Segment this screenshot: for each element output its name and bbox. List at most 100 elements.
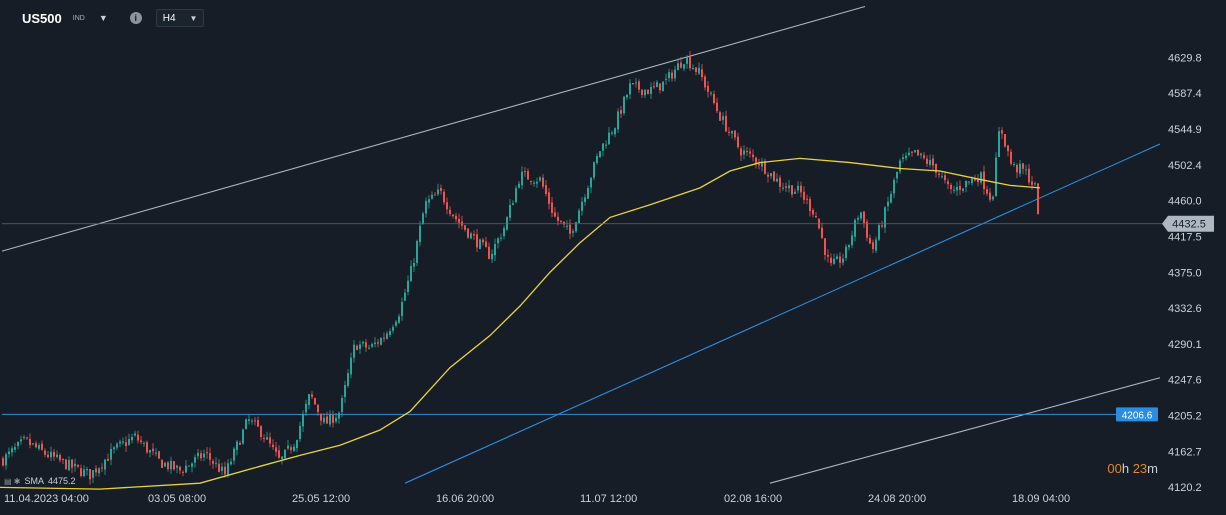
candle-body bbox=[803, 191, 805, 200]
candle-body bbox=[182, 471, 184, 473]
candle-body bbox=[953, 189, 955, 191]
current-price-badge bbox=[1162, 215, 1214, 232]
candle-body bbox=[23, 436, 25, 438]
candle-body bbox=[872, 242, 874, 250]
timeframe-select[interactable]: H4 ▼ bbox=[155, 9, 205, 27]
symbol-label[interactable]: US500 bbox=[22, 10, 62, 26]
candle-body bbox=[113, 447, 115, 450]
candle-body bbox=[617, 111, 619, 130]
candle-body bbox=[230, 461, 232, 465]
candle-body bbox=[575, 222, 577, 232]
candle-body bbox=[245, 419, 247, 429]
candle-body bbox=[680, 62, 682, 68]
candle-body bbox=[404, 292, 406, 301]
candle-body bbox=[827, 254, 829, 257]
candle-body bbox=[704, 76, 706, 88]
candle-body bbox=[635, 82, 637, 84]
candle-body bbox=[1004, 134, 1006, 147]
y-axis: 4629.8 4587.4 4544.9 4502.4 4460.0 4417.5 4375… bbox=[1168, 52, 1202, 494]
candle-body bbox=[392, 326, 394, 331]
candle-body bbox=[203, 453, 205, 458]
candle-body bbox=[587, 187, 589, 199]
candle-body bbox=[158, 451, 160, 459]
candle-body bbox=[725, 115, 727, 132]
upper-channel-line bbox=[1, 5, 866, 252]
candle-body bbox=[71, 459, 73, 468]
candle-body bbox=[425, 201, 427, 214]
candle-body bbox=[272, 444, 274, 448]
candle-body bbox=[722, 116, 724, 120]
candle-body bbox=[497, 238, 499, 244]
candle-body bbox=[191, 463, 193, 467]
candle-body bbox=[752, 154, 754, 158]
candle-body bbox=[938, 173, 940, 175]
candle-body bbox=[20, 439, 22, 442]
candle-body bbox=[467, 228, 469, 238]
candle-body bbox=[200, 453, 202, 459]
symbol-dropdown-icon[interactable]: ▼ bbox=[98, 13, 108, 23]
candle-body bbox=[734, 130, 736, 138]
candle-body bbox=[500, 237, 502, 239]
y-tick-label: 4587.4 bbox=[1168, 88, 1202, 100]
candle-body bbox=[29, 438, 31, 446]
candle-body bbox=[212, 461, 214, 464]
candle-body bbox=[179, 466, 181, 471]
candle-body bbox=[299, 425, 301, 440]
candle-body bbox=[731, 131, 733, 134]
info-icon[interactable]: i bbox=[129, 12, 142, 24]
candle-body bbox=[527, 171, 529, 180]
candle-body bbox=[296, 440, 298, 449]
candle-body bbox=[530, 180, 532, 183]
candle-body bbox=[848, 244, 850, 248]
candle-body bbox=[665, 78, 667, 80]
candle-body bbox=[698, 67, 700, 74]
candle-body bbox=[992, 196, 994, 200]
candle-body bbox=[326, 416, 328, 424]
candle-body bbox=[41, 443, 43, 450]
y-tick-label: 4544.9 bbox=[1168, 124, 1202, 136]
candle-body bbox=[170, 460, 172, 470]
candle-body bbox=[806, 198, 808, 200]
indicator-icon[interactable]: ▤ ✱ bbox=[4, 476, 21, 486]
candle-body bbox=[599, 151, 601, 157]
candle-body bbox=[878, 225, 880, 240]
candle-body bbox=[548, 192, 550, 204]
candle-body bbox=[464, 225, 466, 230]
candle-body bbox=[473, 234, 475, 236]
candle-body bbox=[233, 448, 235, 461]
candle-body bbox=[308, 394, 310, 405]
candle-body bbox=[47, 454, 49, 458]
candle-body bbox=[413, 262, 415, 267]
candle-body bbox=[773, 171, 775, 181]
candle-body bbox=[1031, 181, 1033, 185]
candle-body bbox=[596, 155, 598, 163]
timer-hours-unit: h bbox=[1121, 461, 1130, 476]
candle-body bbox=[278, 450, 280, 458]
candle-body bbox=[542, 177, 544, 187]
candle-body bbox=[572, 231, 574, 233]
candle-body bbox=[332, 415, 334, 423]
candle-body bbox=[152, 448, 154, 452]
candle-body bbox=[716, 102, 718, 112]
candle-body bbox=[764, 161, 766, 174]
candle-body bbox=[923, 155, 925, 159]
candle-body bbox=[965, 180, 967, 188]
candle-body bbox=[1019, 163, 1021, 174]
candle-body bbox=[221, 466, 223, 471]
candle-body bbox=[824, 238, 826, 256]
candle-body bbox=[1010, 151, 1012, 164]
candle-body bbox=[74, 463, 76, 467]
candle-body bbox=[77, 464, 79, 467]
candle-body bbox=[68, 459, 70, 471]
support-trendline bbox=[404, 143, 1161, 484]
candle-body bbox=[995, 157, 997, 197]
candle-body bbox=[254, 420, 256, 422]
candle-body bbox=[194, 457, 196, 463]
candle-body bbox=[761, 161, 763, 167]
candle-body bbox=[833, 258, 835, 264]
candle-body bbox=[242, 429, 244, 444]
candle-body bbox=[839, 256, 841, 263]
candle-body bbox=[98, 468, 100, 474]
candle-body bbox=[956, 187, 958, 191]
